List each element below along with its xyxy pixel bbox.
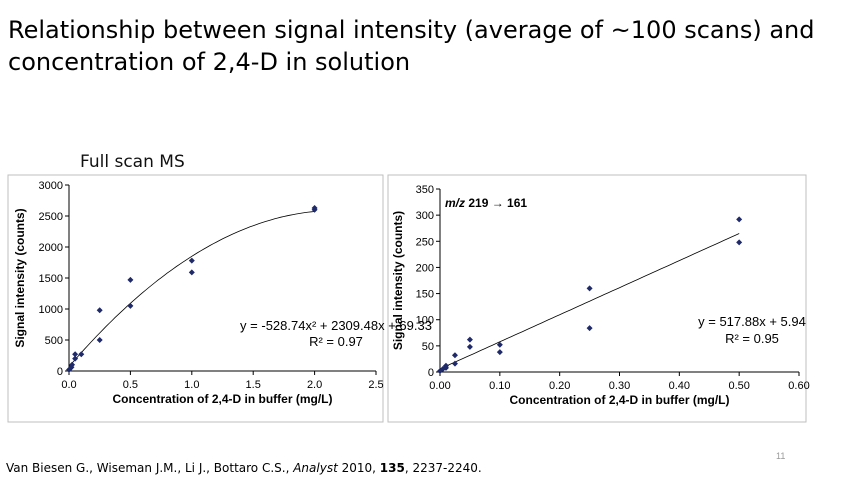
- chart1-frame: [7, 174, 384, 423]
- y-tick-label: 3000: [39, 180, 63, 192]
- chart2-frame: [387, 174, 807, 423]
- data-point: [78, 351, 85, 358]
- citation-volume: 135: [379, 461, 405, 475]
- data-point: [311, 204, 318, 211]
- data-point: [72, 351, 79, 358]
- x-axis-title: Concentration of 2,4-D in buffer (mg/L): [113, 392, 333, 406]
- x-tick-label: 1.0: [184, 379, 199, 391]
- x-tick-label: 0.60: [788, 380, 809, 392]
- data-point: [69, 361, 76, 368]
- x-tick-label: 0.50: [728, 380, 749, 392]
- r-squared-label: R² = 0.95: [725, 331, 779, 346]
- x-tick-label: 0.20: [549, 380, 570, 392]
- citation-authors: Van Biesen G., Wiseman J.M., Li J., Bott…: [6, 461, 294, 475]
- data-point: [188, 257, 195, 264]
- data-point: [127, 302, 134, 309]
- data-point: [496, 341, 503, 348]
- y-tick-label: 200: [416, 262, 434, 274]
- y-axis-title: Signal intensity (counts): [13, 208, 27, 347]
- data-point: [496, 349, 503, 356]
- annotation-transition: 219 → 161: [465, 196, 527, 210]
- data-point: [466, 336, 473, 343]
- x-tick-label: 0.5: [123, 379, 138, 391]
- y-tick-label: 2000: [39, 242, 63, 254]
- r-squared-label: R² = 0.97: [309, 334, 363, 349]
- y-tick-label: 300: [416, 210, 434, 222]
- data-point: [586, 325, 593, 332]
- data-point: [188, 269, 195, 276]
- slide-title: Relationship between signal intensity (a…: [8, 16, 815, 76]
- chart-subtitle: Full scan MS: [80, 152, 185, 172]
- x-axis-title: Concentration of 2,4-D in buffer (mg/L): [510, 393, 730, 407]
- data-point: [586, 285, 593, 292]
- y-tick-label: 0: [57, 366, 63, 378]
- chart2-mrm: 0 50 100 150 200 250 300 350 0.00 0.10 0.20 0.30 0.4…: [391, 184, 810, 407]
- x-tick-label: 1.5: [246, 379, 261, 391]
- data-point: [736, 216, 743, 223]
- citation: Van Biesen G., Wiseman J.M., Li J., Bott…: [6, 461, 482, 475]
- y-tick-label: 1500: [39, 273, 63, 285]
- y-tick-label: 0: [428, 367, 434, 379]
- data-point: [96, 307, 103, 314]
- citation-journal: Analyst: [293, 461, 338, 475]
- data-point: [72, 355, 79, 362]
- y-tick-label: 100: [416, 315, 434, 327]
- panel-annotation: m/z 219 → 161: [445, 196, 527, 210]
- citation-year: 2010,: [337, 461, 380, 475]
- data-point: [96, 337, 103, 343]
- x-tick-label: 2.0: [307, 379, 322, 391]
- x-tick-label: 0.00: [429, 380, 450, 392]
- x-tick-label: 0.30: [609, 380, 630, 392]
- data-point: [451, 360, 458, 367]
- x-tick-label: 0.10: [489, 380, 510, 392]
- y-tick-label: 350: [416, 184, 434, 196]
- citation-pages: , 2237-2240.: [404, 461, 482, 475]
- trendline: [439, 233, 740, 370]
- x-tick-label: 2.5: [368, 379, 383, 391]
- data-point: [127, 276, 134, 283]
- y-tick-label: 2500: [39, 211, 63, 223]
- y-tick-label: 500: [45, 335, 63, 347]
- y-axis-title: Signal intensity (counts): [391, 211, 405, 350]
- x-tick-label: 0.0: [61, 379, 76, 391]
- trendline-equation: y = 517.88x + 5.94: [698, 314, 806, 329]
- data-point: [451, 352, 458, 359]
- data-point: [736, 239, 743, 246]
- y-tick-label: 1000: [39, 304, 63, 316]
- slide-number: 11: [776, 451, 786, 461]
- annotation-mz: m/z: [445, 196, 465, 210]
- trendline-equation: y = -528.74x² + 2309.48x + 69.33: [240, 318, 432, 333]
- x-tick-label: 0.40: [669, 380, 690, 392]
- trendline: [68, 211, 315, 367]
- data-point: [466, 343, 473, 350]
- y-tick-label: 150: [416, 289, 434, 301]
- y-tick-label: 50: [422, 341, 434, 353]
- data-point: [442, 362, 449, 369]
- y-tick-label: 250: [416, 236, 434, 248]
